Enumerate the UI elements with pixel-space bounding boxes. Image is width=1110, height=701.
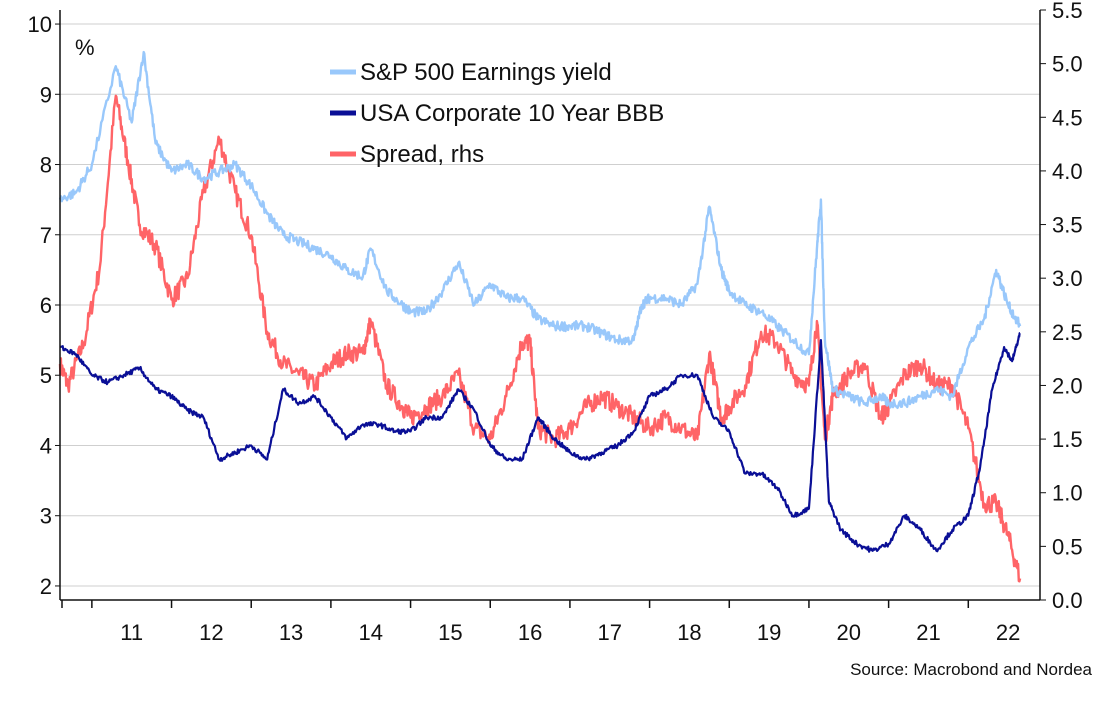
x-tick-label: 21 — [916, 620, 940, 645]
x-tick-label: 11 — [120, 620, 143, 645]
right-tick-label: 5.5 — [1052, 0, 1083, 23]
x-tick-label: 16 — [518, 620, 542, 645]
legend-label-1: USA Corporate 10 Year BBB — [360, 100, 664, 127]
right-tick-label: 3.5 — [1052, 213, 1083, 238]
left-axis-ticks: 2 3 4 5 6 7 8 9 10 — [28, 12, 60, 599]
right-tick-label: 5.0 — [1052, 52, 1083, 77]
right-tick-label: 4.5 — [1052, 105, 1083, 130]
right-tick-label: 1.5 — [1052, 427, 1083, 452]
right-tick-label: 1.0 — [1052, 481, 1083, 506]
x-tick-label: 19 — [757, 620, 781, 645]
right-axis-ticks: 0.0 0.5 1.0 1.5 2.0 2.5 3.0 3.5 4.0 4.5 5.0 5.5 — [1040, 0, 1083, 613]
left-unit-label: % — [75, 35, 95, 60]
right-tick-label: 4.0 — [1052, 159, 1083, 184]
left-tick-label: 4 — [40, 433, 52, 458]
legend-label-2: Spread, rhs — [360, 141, 484, 168]
left-tick-label: 7 — [40, 223, 52, 248]
x-tick-label: 20 — [837, 620, 861, 645]
right-tick-label: 2.0 — [1052, 373, 1083, 398]
x-tick-label: 17 — [598, 620, 622, 645]
right-tick-label: 0.5 — [1052, 534, 1083, 559]
left-tick-label: 9 — [40, 82, 52, 107]
right-tick-label: 0.0 — [1052, 588, 1083, 613]
left-tick-label: 10 — [28, 12, 52, 37]
legend-label-0: S&P 500 Earnings yield — [360, 59, 612, 86]
left-tick-label: 6 — [40, 293, 52, 318]
legend: S&P 500 Earnings yield USA Corporate 10 Y… — [330, 59, 664, 168]
x-tick-label: 14 — [358, 620, 382, 645]
x-tick-label: 22 — [996, 620, 1020, 645]
x-tick-label: 18 — [677, 620, 701, 645]
x-axis-ticks: 11 12 13 14 15 16 17 18 19 20 21 22 — [61, 600, 1020, 645]
source-note: Source: Macrobond and Nordea — [850, 660, 1092, 679]
right-tick-label: 2.5 — [1052, 320, 1083, 345]
series-layer — [58, 50, 1022, 583]
x-tick-label: 13 — [279, 620, 303, 645]
series-line-0 — [58, 50, 1022, 410]
x-tick-label: 15 — [438, 620, 462, 645]
right-tick-label: 3.0 — [1052, 266, 1083, 291]
left-tick-label: 8 — [40, 153, 52, 178]
left-tick-label: 5 — [40, 363, 52, 388]
gridlines — [60, 23, 1040, 587]
series-line-2 — [58, 94, 1022, 583]
left-tick-label: 3 — [40, 504, 52, 529]
series-line-1 — [59, 332, 1021, 553]
left-tick-label: 2 — [40, 574, 52, 599]
x-tick-label: 12 — [199, 620, 223, 645]
